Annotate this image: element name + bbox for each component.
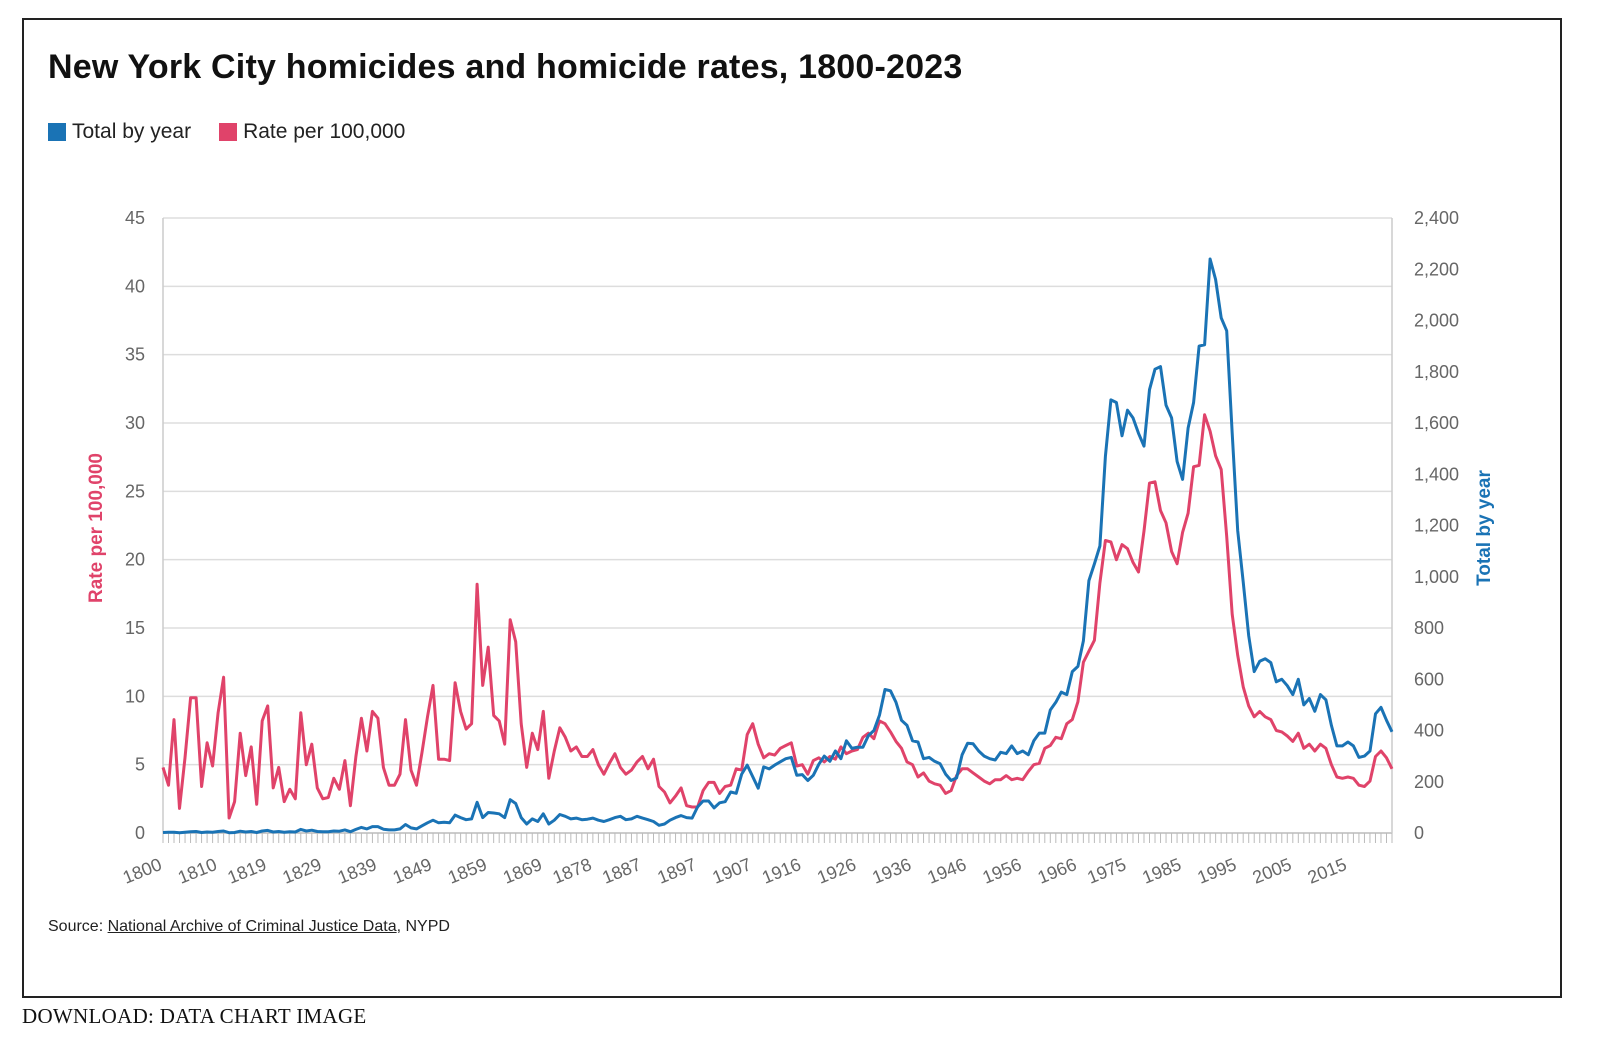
source-note: Source: National Archive of Criminal Jus… xyxy=(48,918,450,936)
source-prefix: Source: xyxy=(48,918,108,935)
x-tick-label: 1887 xyxy=(599,854,644,888)
left-tick-label: 45 xyxy=(125,208,145,228)
right-tick-label: 1,800 xyxy=(1414,362,1459,382)
x-tick-label: 1819 xyxy=(225,854,270,888)
right-tick-label: 1,200 xyxy=(1414,516,1459,536)
left-tick-label: 25 xyxy=(125,481,145,501)
x-axis: 1800 1810 1819 1829 1839 1849 1859 1869 1878 1887… xyxy=(120,833,1393,888)
legend-label-rate: Rate per 100,000 xyxy=(243,120,406,143)
right-tick-label: 800 xyxy=(1414,618,1444,638)
legend-swatch-total xyxy=(48,123,66,141)
x-tick-label: 1926 xyxy=(814,854,859,888)
x-tick-label: 1849 xyxy=(390,854,435,888)
source-suffix: , NYPD xyxy=(396,918,450,935)
right-tick-label: 2,000 xyxy=(1414,311,1459,331)
x-tick-label: 1907 xyxy=(710,854,755,888)
download-link[interactable]: DOWNLOAD: DATA CHART IMAGE xyxy=(22,1004,367,1028)
right-tick-label: 200 xyxy=(1414,772,1444,792)
x-tick-label: 1829 xyxy=(280,854,325,888)
x-tick-label: 1946 xyxy=(925,854,970,888)
legend: Total by year Rate per 100,000 xyxy=(48,120,405,144)
left-axis-ticks: 0 5 10 15 20 25 30 35 40 45 xyxy=(125,208,145,843)
right-tick-label: 1,600 xyxy=(1414,413,1459,433)
right-tick-label: 1,400 xyxy=(1414,464,1459,484)
gridlines xyxy=(162,217,1393,834)
x-tick-label: 1916 xyxy=(759,854,804,888)
x-tick-label: 1966 xyxy=(1035,854,1080,888)
left-tick-label: 35 xyxy=(125,345,145,365)
x-tick-label: 1995 xyxy=(1195,854,1240,888)
x-tick-label: 1878 xyxy=(550,854,595,888)
x-tick-label: 1800 xyxy=(120,854,165,888)
legend-label-total: Total by year xyxy=(72,120,192,143)
x-tick-label: 1985 xyxy=(1139,854,1184,888)
series-lines xyxy=(161,257,1394,835)
x-tick-label: 2005 xyxy=(1250,854,1295,888)
left-tick-label: 20 xyxy=(125,550,145,570)
legend-swatch-rate xyxy=(219,123,238,141)
left-tick-label: 15 xyxy=(125,618,145,638)
x-tick-label: 1859 xyxy=(445,854,490,888)
right-tick-label: 400 xyxy=(1414,721,1444,741)
right-tick-label: 0 xyxy=(1414,823,1424,843)
x-tick-label: 1839 xyxy=(335,854,380,888)
x-tick-label: 2015 xyxy=(1305,854,1350,888)
x-tick-label: 1869 xyxy=(500,854,545,888)
source-link[interactable]: National Archive of Criminal Justice Dat… xyxy=(107,918,397,935)
left-tick-label: 10 xyxy=(125,686,145,706)
chart-title: New York City homicides and homicide rat… xyxy=(48,48,963,86)
x-tick-label: 1975 xyxy=(1084,854,1129,888)
total-line xyxy=(162,257,1394,835)
legend-item-total: Total by year xyxy=(48,120,191,144)
x-tick-label: 1897 xyxy=(654,854,699,888)
legend-item-rate: Rate per 100,000 xyxy=(219,120,405,144)
right-tick-label: 2,400 xyxy=(1414,208,1459,228)
right-axis-title: Total by year xyxy=(1474,470,1495,586)
left-tick-label: 40 xyxy=(125,276,145,296)
left-tick-label: 0 xyxy=(135,823,145,843)
left-tick-label: 30 xyxy=(125,413,145,433)
x-tick-label: 1810 xyxy=(175,854,220,888)
left-axis-title: Rate per 100,000 xyxy=(86,453,107,603)
x-tick-label: 1956 xyxy=(980,854,1025,888)
right-tick-label: 600 xyxy=(1414,669,1444,689)
right-axis-ticks: 0 200 400 600 800 1,000 1,200 1,400 1,600 1,800 2,… xyxy=(1414,208,1459,843)
right-tick-label: 1,000 xyxy=(1414,567,1459,587)
rate-line xyxy=(161,413,1394,820)
right-tick-label: 2,200 xyxy=(1414,259,1459,279)
x-tick-label: 1936 xyxy=(869,854,914,888)
left-tick-label: 5 xyxy=(135,755,145,775)
